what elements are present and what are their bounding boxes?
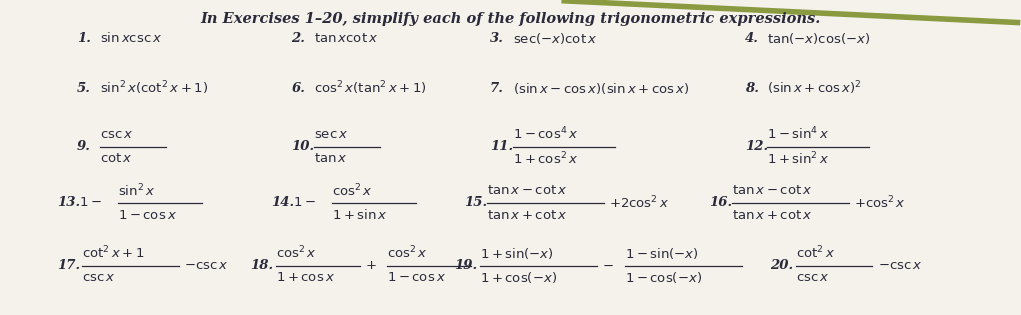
Text: 13.: 13. bbox=[57, 197, 80, 209]
Text: 18.: 18. bbox=[250, 259, 274, 272]
Text: $\csc x$: $\csc x$ bbox=[796, 272, 830, 284]
Text: $\cos^2x$: $\cos^2x$ bbox=[332, 183, 373, 199]
Text: $1+\sin x$: $1+\sin x$ bbox=[332, 208, 388, 222]
Text: 11.: 11. bbox=[490, 140, 514, 153]
Text: 12.: 12. bbox=[745, 140, 768, 153]
Text: $1+\sin(-x)$: $1+\sin(-x)$ bbox=[480, 246, 553, 261]
Text: $\tan x\cot x$: $\tan x\cot x$ bbox=[313, 32, 378, 45]
Text: $\tan x-\cot x$: $\tan x-\cot x$ bbox=[487, 184, 568, 198]
Text: 4.: 4. bbox=[745, 32, 759, 45]
Text: $\cot^2x$: $\cot^2x$ bbox=[796, 245, 835, 262]
Text: 6.: 6. bbox=[291, 82, 305, 95]
Text: $1-\cos^4x$: $1-\cos^4x$ bbox=[513, 126, 578, 143]
Text: $\cos^2x$: $\cos^2x$ bbox=[387, 245, 428, 262]
Text: $1-\sin(-x)$: $1-\sin(-x)$ bbox=[625, 246, 698, 261]
Text: 10.: 10. bbox=[291, 140, 314, 153]
Text: 8.: 8. bbox=[745, 82, 759, 95]
Text: $1-\cos x$: $1-\cos x$ bbox=[118, 209, 177, 221]
Text: $\tan x$: $\tan x$ bbox=[313, 152, 347, 165]
Text: $\cos^2x$: $\cos^2x$ bbox=[276, 245, 317, 262]
Text: $1-\cos(-x)$: $1-\cos(-x)$ bbox=[625, 270, 701, 285]
Text: $\sin^2x$: $\sin^2x$ bbox=[118, 183, 155, 199]
Text: $1+\cos^2x$: $1+\cos^2x$ bbox=[513, 150, 578, 167]
Text: 7.: 7. bbox=[490, 82, 504, 95]
Text: $\cot^2x+1$: $\cot^2x+1$ bbox=[83, 245, 145, 262]
Text: 15.: 15. bbox=[465, 197, 488, 209]
Text: $-$: $-$ bbox=[602, 259, 614, 272]
Text: 17.: 17. bbox=[57, 259, 80, 272]
Text: 2.: 2. bbox=[291, 32, 305, 45]
Text: 20.: 20. bbox=[771, 259, 793, 272]
Text: $1+\cos(-x)$: $1+\cos(-x)$ bbox=[480, 270, 557, 285]
Text: $\sin^2x(\cot^2x+1)$: $\sin^2x(\cot^2x+1)$ bbox=[100, 80, 207, 97]
Text: 9.: 9. bbox=[78, 140, 91, 153]
Text: 1.: 1. bbox=[78, 32, 91, 45]
Text: $\sec(-x)\cot x$: $\sec(-x)\cot x$ bbox=[513, 31, 597, 46]
Text: $-\csc x$: $-\csc x$ bbox=[184, 259, 229, 272]
Text: 16.: 16. bbox=[710, 197, 732, 209]
Text: $\sin x\csc x$: $\sin x\csc x$ bbox=[100, 31, 162, 45]
Text: $\csc x$: $\csc x$ bbox=[100, 128, 133, 141]
Text: In Exercises 1–20, simplify each of the following trigonometric expressions.: In Exercises 1–20, simplify each of the … bbox=[200, 12, 821, 26]
Text: $\cos^2x(\tan^2x+1)$: $\cos^2x(\tan^2x+1)$ bbox=[313, 80, 427, 97]
Text: $\csc x$: $\csc x$ bbox=[83, 272, 115, 284]
Text: $-\csc x$: $-\csc x$ bbox=[878, 259, 922, 272]
Text: $\tan(-x)\cos(-x)$: $\tan(-x)\cos(-x)$ bbox=[768, 31, 871, 46]
Text: $1+\sin^2x$: $1+\sin^2x$ bbox=[768, 150, 830, 167]
Text: 19.: 19. bbox=[454, 259, 478, 272]
Text: $1-$: $1-$ bbox=[80, 197, 102, 209]
Text: $\tan x+\cot x$: $\tan x+\cot x$ bbox=[487, 209, 568, 221]
Text: 5.: 5. bbox=[78, 82, 91, 95]
Text: $(\sin x+\cos x)^2$: $(\sin x+\cos x)^2$ bbox=[768, 80, 863, 97]
Text: $\cot x$: $\cot x$ bbox=[100, 152, 133, 165]
Text: $+$: $+$ bbox=[364, 259, 377, 272]
Text: $1+\cos x$: $1+\cos x$ bbox=[276, 272, 335, 284]
Text: 3.: 3. bbox=[490, 32, 504, 45]
Text: $\tan x-\cot x$: $\tan x-\cot x$ bbox=[732, 184, 813, 198]
Text: 14.: 14. bbox=[271, 197, 294, 209]
Text: $1-$: $1-$ bbox=[293, 197, 317, 209]
Text: $\sec x$: $\sec x$ bbox=[313, 128, 348, 141]
Text: $1-\cos x$: $1-\cos x$ bbox=[387, 272, 446, 284]
Text: $+2\cos^2x$: $+2\cos^2x$ bbox=[610, 195, 670, 211]
Text: $1-\sin^4x$: $1-\sin^4x$ bbox=[768, 126, 830, 143]
Text: $+\cos^2x$: $+\cos^2x$ bbox=[855, 195, 906, 211]
Text: $\tan x+\cot x$: $\tan x+\cot x$ bbox=[732, 209, 813, 221]
Text: $(\sin x-\cos x)(\sin x+\cos x)$: $(\sin x-\cos x)(\sin x+\cos x)$ bbox=[513, 81, 689, 96]
